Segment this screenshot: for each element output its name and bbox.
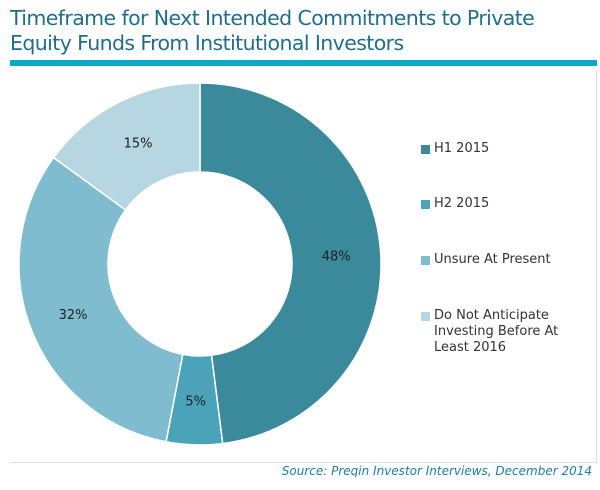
legend-label: H2 2015 [434, 196, 490, 211]
legend-swatch [421, 145, 430, 154]
legend-label: Unsure At Present [434, 252, 551, 267]
slice-3 [52, 82, 201, 211]
title-rule [10, 60, 597, 66]
data-label-3: 15% [124, 136, 153, 151]
legend-item-2: Unsure At Present [421, 252, 591, 268]
legend-swatch [421, 200, 430, 209]
data-label-1: 5% [185, 394, 206, 409]
legend-swatch [421, 256, 430, 265]
legend-label: H1 2015 [434, 141, 490, 156]
data-label-2: 32% [59, 308, 88, 323]
slice-2 [18, 156, 184, 443]
slice-0 [199, 82, 382, 445]
source-note: Source: Preqin Investor Interviews, Dece… [281, 464, 592, 478]
legend-item-1: H2 2015 [421, 196, 591, 212]
legend-item-0: H1 2015 [421, 141, 591, 157]
data-label-0: 48% [322, 249, 351, 264]
chart-frame [10, 70, 597, 463]
legend-item-3: Do Not Anticipate Investing Before At Le… [421, 308, 591, 356]
legend-label: Do Not Anticipate Investing Before At Le… [434, 308, 559, 355]
chart-title: Timeframe for Next Intended Commitments … [10, 6, 535, 55]
legend-swatch [421, 312, 430, 321]
